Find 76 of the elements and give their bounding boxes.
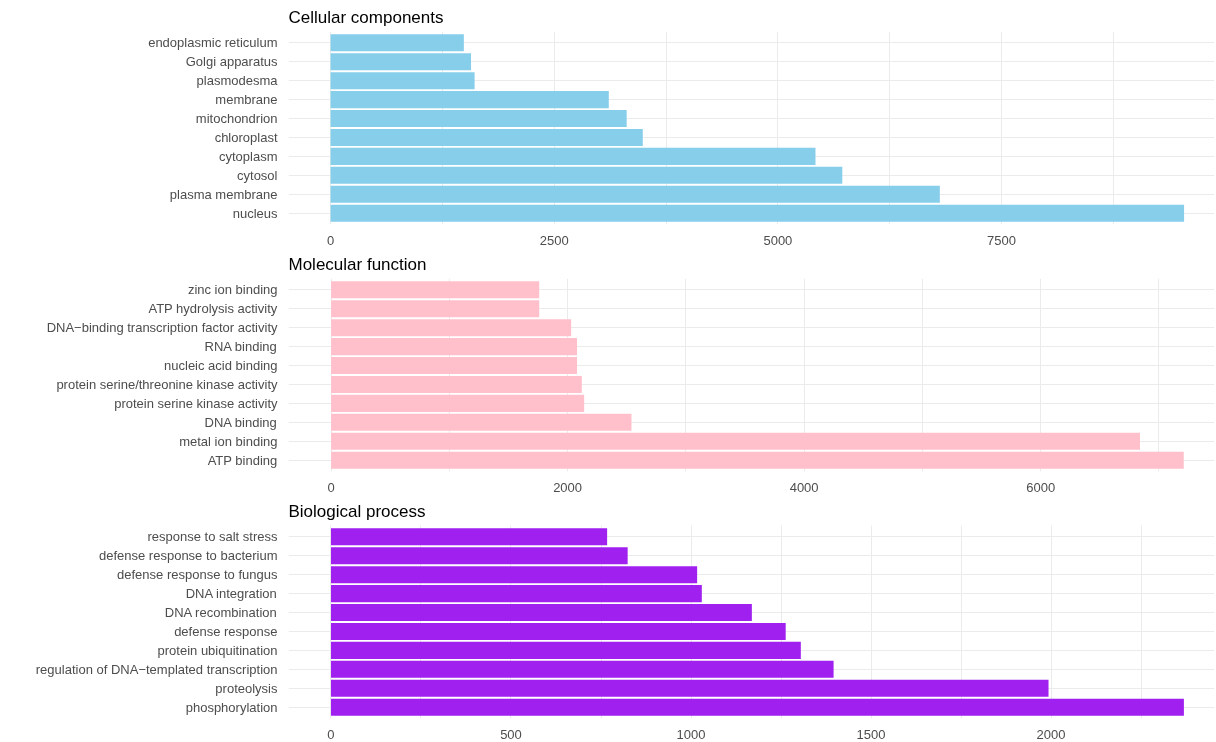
x-tick-label: 7500: [987, 232, 1017, 248]
y-tick-label: membrane: [215, 92, 278, 108]
y-tick-label: DNA binding: [204, 414, 277, 430]
y-tick-label: defense response: [174, 623, 278, 639]
y-tick-label: cytosol: [237, 167, 278, 183]
bar: [330, 528, 608, 546]
bar: [330, 91, 609, 109]
y-tick-label: Golgi apparatus: [185, 54, 278, 70]
y-tick-label: protein serine/threonine kinase activity: [56, 376, 278, 392]
y-tick-label: ATP binding: [207, 452, 278, 468]
bar: [330, 566, 698, 584]
y-tick-label: chloroplast: [214, 129, 278, 145]
x-tick-label: 2000: [553, 479, 583, 495]
bar: [331, 451, 1184, 469]
y-tick-label: ATP hydrolysis activity: [148, 301, 278, 317]
x-tick-label: 6000: [1026, 479, 1056, 495]
x-tick-label: 1000: [676, 726, 706, 742]
y-tick-label: DNA recombination: [164, 605, 277, 621]
y-tick-label: defense response to fungus: [117, 567, 278, 583]
y-tick-label: protein serine kinase activity: [114, 395, 278, 411]
y-tick-label: endoplasmic reticulum: [148, 35, 278, 51]
x-tick-label: 0: [327, 726, 335, 742]
bar: [330, 698, 1184, 716]
y-tick-label: nucleic acid binding: [164, 358, 278, 374]
bar: [330, 185, 940, 203]
bar: [331, 413, 632, 431]
x-tick-label: 500: [500, 726, 522, 742]
x-tick-label: 0: [327, 479, 335, 495]
y-tick-label: proteolysis: [215, 680, 278, 696]
bar: [331, 281, 540, 299]
bar: [331, 432, 1140, 450]
bar: [330, 204, 1185, 222]
y-tick-label: metal ion binding: [179, 433, 278, 449]
bar: [330, 641, 801, 659]
y-tick-label: nucleus: [232, 205, 278, 221]
bar: [330, 110, 627, 128]
bar: [331, 394, 585, 412]
bar: [330, 585, 702, 603]
bar: [330, 604, 752, 622]
bar: [331, 338, 578, 356]
bar: [330, 72, 475, 90]
bar: [330, 166, 843, 184]
bar: [330, 679, 1049, 697]
bar: [331, 319, 572, 337]
x-tick-label: 2500: [539, 232, 569, 248]
y-tick-label: regulation of DNA−templated transcription: [35, 661, 278, 677]
bar: [331, 375, 582, 393]
bar: [330, 622, 786, 640]
chart-title: Biological process: [288, 501, 426, 521]
y-tick-label: response to salt stress: [147, 529, 278, 545]
bar: [331, 300, 540, 318]
y-tick-label: defense response to bacterium: [99, 548, 278, 564]
chart-title: Molecular function: [288, 254, 427, 274]
y-tick-label: RNA binding: [204, 339, 277, 355]
x-tick-label: 2000: [1036, 726, 1066, 742]
bar: [330, 53, 472, 71]
y-tick-label: zinc ion binding: [187, 282, 278, 298]
y-tick-label: phosphorylation: [185, 699, 278, 715]
y-tick-label: plasma membrane: [169, 186, 278, 202]
x-tick-label: 0: [326, 232, 335, 248]
x-tick-label: 1500: [856, 726, 886, 742]
y-tick-label: mitochondrion: [195, 111, 278, 127]
bar: [330, 547, 628, 565]
y-tick-label: cytoplasm: [218, 148, 278, 164]
x-tick-label: 5000: [763, 232, 793, 248]
y-tick-label: plasmodesma: [196, 73, 279, 89]
bar: [331, 357, 578, 375]
y-tick-label: protein ubiquitination: [157, 642, 278, 658]
y-tick-label: DNA−binding transcription factor activity: [46, 320, 278, 336]
bar: [330, 660, 834, 678]
bar: [330, 128, 643, 146]
x-tick-label: 4000: [789, 479, 819, 495]
y-tick-label: DNA integration: [185, 586, 277, 602]
chart-title: Cellular components: [288, 7, 444, 27]
bar: [330, 147, 816, 165]
bar: [330, 34, 464, 52]
